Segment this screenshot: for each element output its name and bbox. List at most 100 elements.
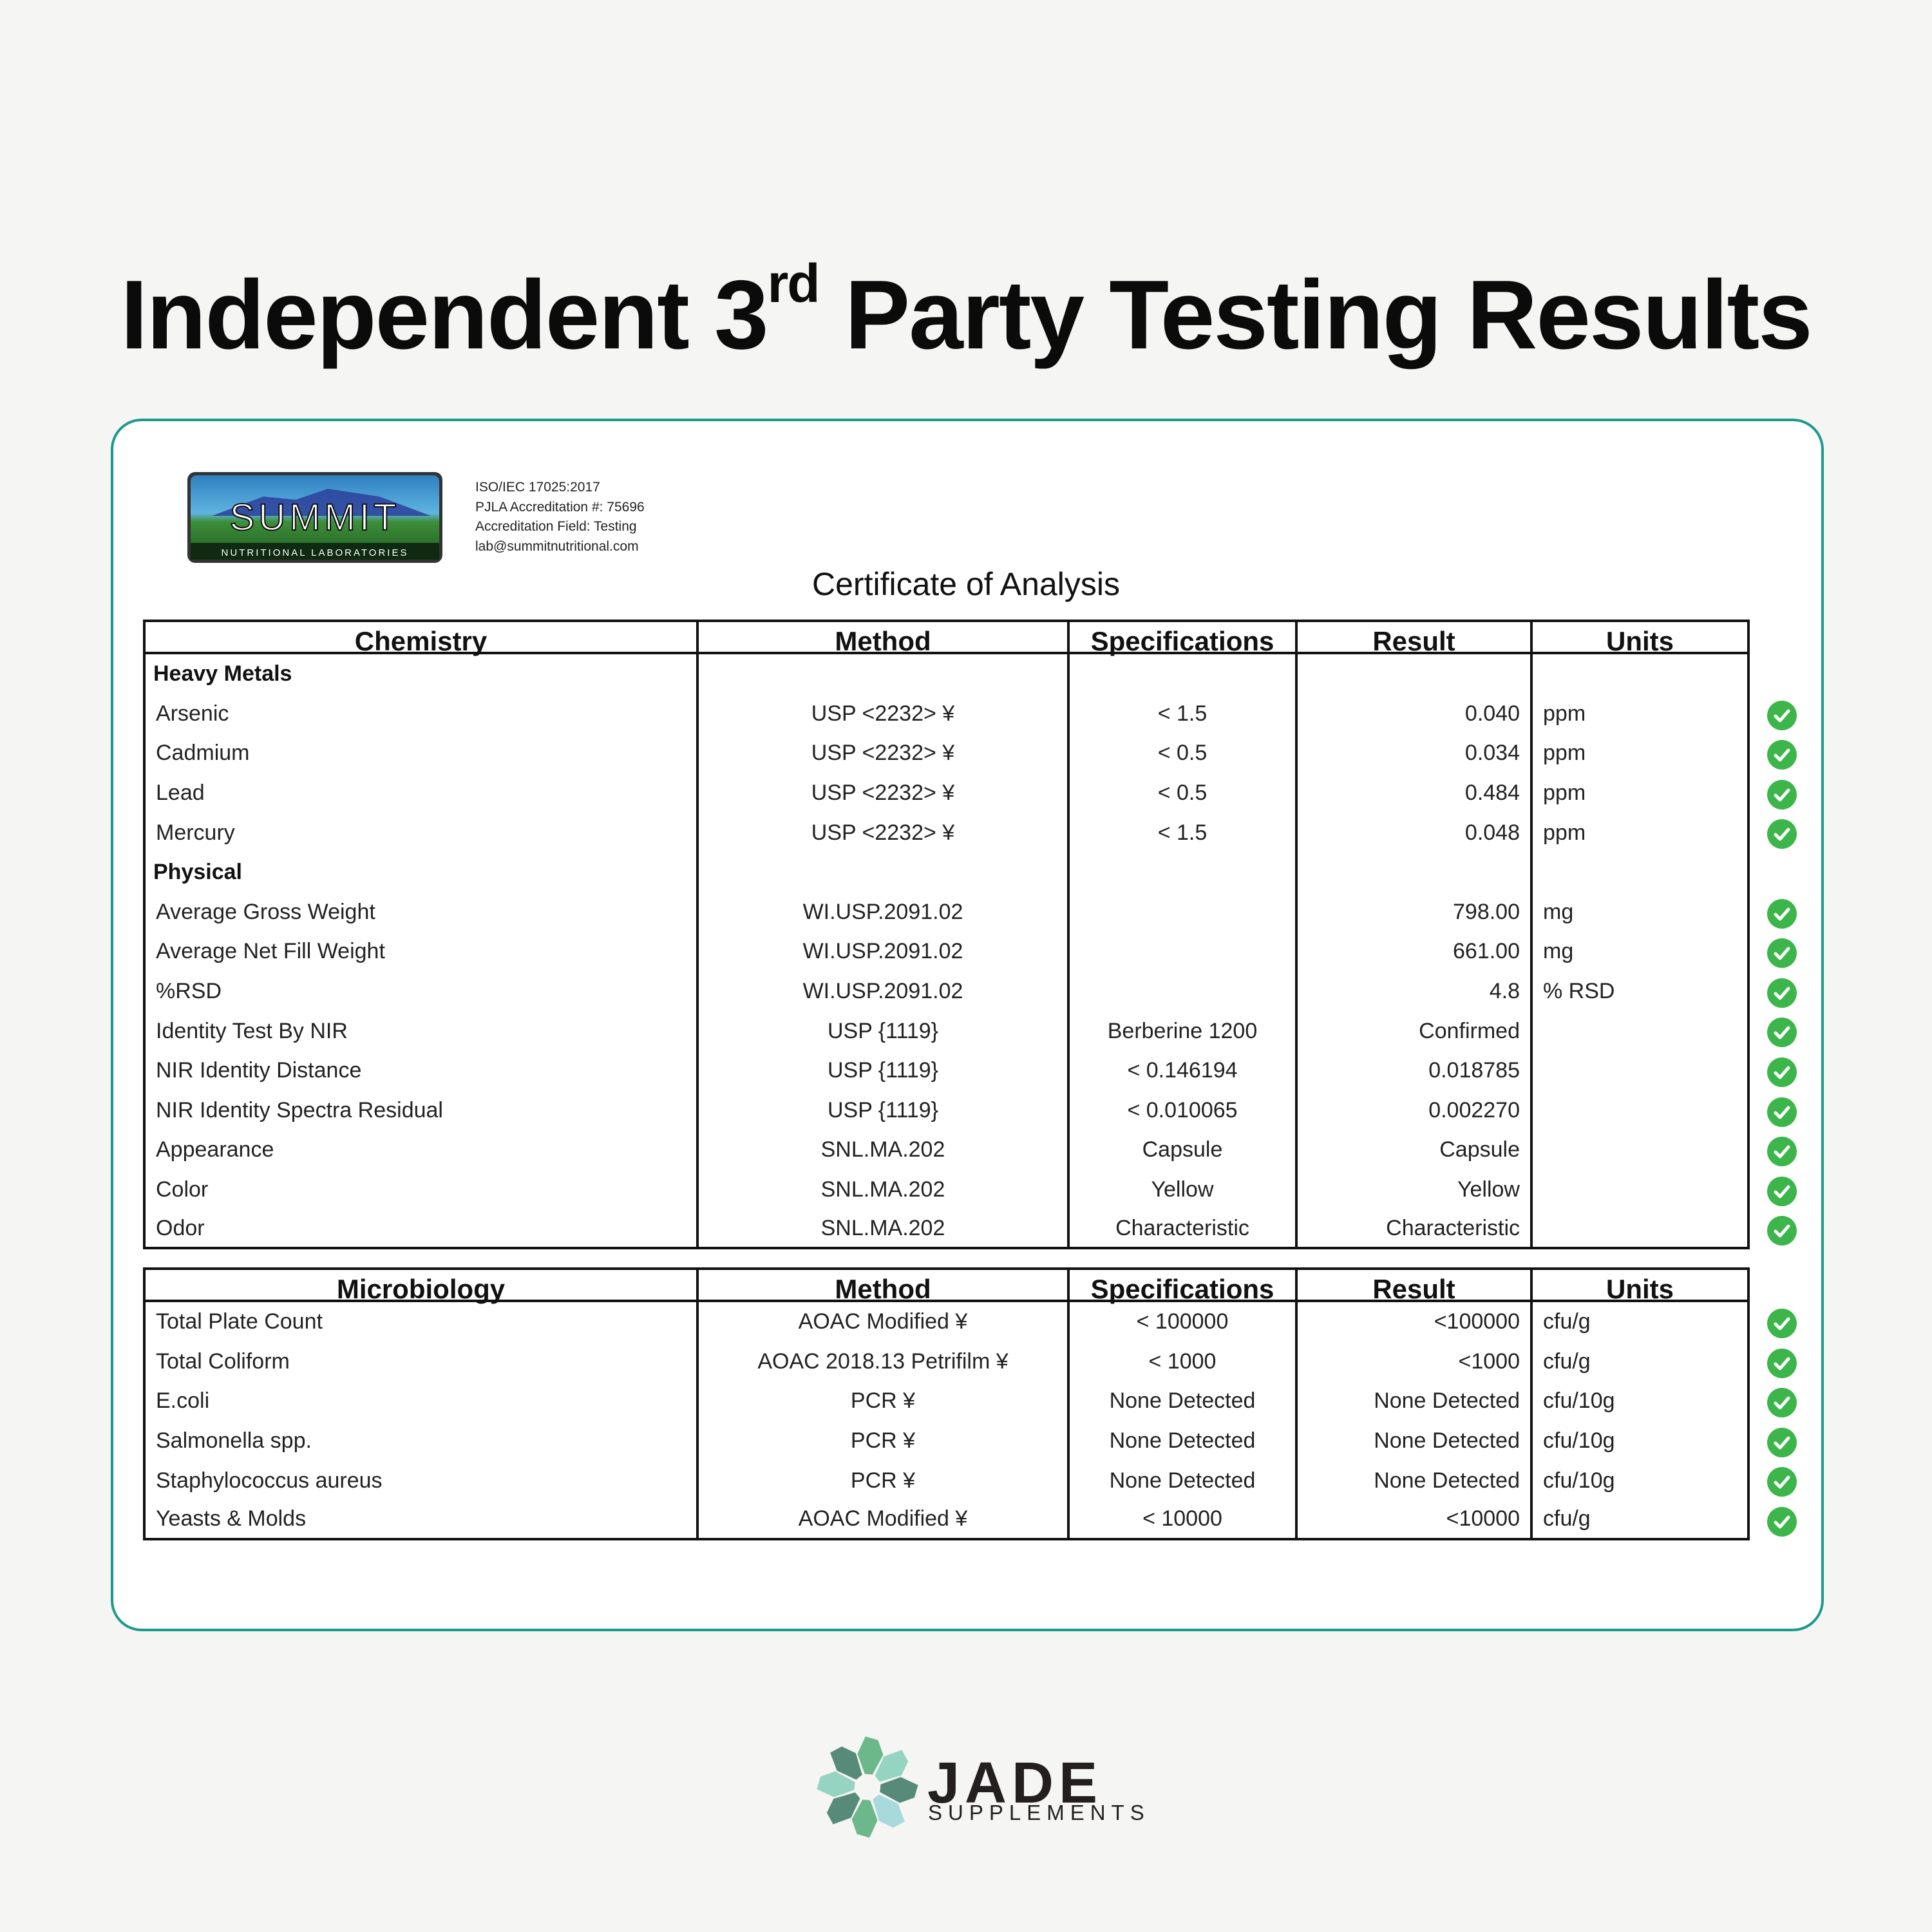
empty-cell xyxy=(1295,654,1530,694)
result-cell: 0.048 xyxy=(1295,813,1530,853)
units-cell: cfu/g xyxy=(1530,1500,1750,1540)
column-header: Chemistry xyxy=(143,622,696,656)
section-row: Physical xyxy=(143,852,1750,893)
result-cell: 0.018785 xyxy=(1295,1050,1530,1091)
spec-cell: < 1.5 xyxy=(1067,813,1295,853)
method-cell: AOAC 2018.13 Petrifilm ¥ xyxy=(696,1341,1067,1382)
table-row: Average Net Fill Weight WI.USP.2091.02 661… xyxy=(143,932,1750,972)
column-header: Specifications xyxy=(1067,1270,1295,1304)
empty-cell xyxy=(1530,654,1750,694)
section-row: Heavy Metals xyxy=(143,654,1750,694)
pass-check-icon xyxy=(1767,938,1797,969)
flower-petal xyxy=(880,1777,918,1803)
units-cell: cfu/10g xyxy=(1530,1421,1750,1461)
units-cell: cfu/10g xyxy=(1530,1381,1750,1421)
flower-petal xyxy=(873,1794,905,1828)
pass-check-icon xyxy=(1767,1467,1797,1497)
result-cell: 0.034 xyxy=(1295,734,1530,773)
spec-cell: < 1000 xyxy=(1067,1341,1295,1382)
units-cell: mg xyxy=(1530,932,1750,972)
table-row: NIR Identity Spectra Residual USP {1119} <… xyxy=(143,1090,1750,1131)
units-cell: cfu/g xyxy=(1530,1302,1750,1342)
spec-cell: Yellow xyxy=(1067,1170,1295,1210)
table-row: Odor SNL.MA.202 Characteristic Characterist… xyxy=(143,1209,1750,1249)
name-cell: E.coli xyxy=(143,1381,696,1421)
units-cell: cfu/g xyxy=(1530,1341,1750,1382)
flower-petal xyxy=(851,1799,878,1838)
svg-text:SUMMIT: SUMMIT xyxy=(230,497,401,538)
method-cell: PCR ¥ xyxy=(696,1381,1067,1421)
result-cell: Characteristic xyxy=(1295,1209,1530,1249)
units-cell: ppm xyxy=(1530,773,1750,813)
method-cell: PCR ¥ xyxy=(696,1461,1067,1501)
result-cell: <10000 xyxy=(1295,1500,1530,1540)
spec-cell xyxy=(1067,971,1295,1012)
empty-cell xyxy=(1295,852,1530,893)
units-cell xyxy=(1530,1011,1750,1051)
result-cell: None Detected xyxy=(1295,1421,1530,1461)
spec-cell: < 10000 xyxy=(1067,1500,1295,1540)
spec-cell xyxy=(1067,892,1295,933)
spec-cell: < 0.146194 xyxy=(1067,1050,1295,1091)
table-row: NIR Identity Distance USP {1119} < 0.14619… xyxy=(143,1050,1750,1091)
method-cell: WI.USP.2091.02 xyxy=(696,971,1067,1012)
svg-text:NUTRITIONAL LABORATORIES: NUTRITIONAL LABORATORIES xyxy=(222,547,409,558)
column-header: Units xyxy=(1530,1270,1750,1304)
method-cell: AOAC Modified ¥ xyxy=(696,1500,1067,1540)
pass-check-icon xyxy=(1767,978,1797,1008)
column-header: Units xyxy=(1530,622,1750,656)
pass-check-icon xyxy=(1767,898,1797,929)
units-cell xyxy=(1530,1050,1750,1091)
name-cell: Yeasts & Molds xyxy=(143,1500,696,1540)
microbiology-table: Microbiology Method Specifications Result Un… xyxy=(143,1267,1750,1540)
name-cell: Lead xyxy=(143,773,696,813)
units-cell: ppm xyxy=(1530,734,1750,773)
table-row: Total Coliform AOAC 2018.13 Petrifilm ¥ < … xyxy=(143,1341,1750,1382)
method-cell: PCR ¥ xyxy=(696,1421,1067,1461)
page-title: Independent 3rd Party Testing Results xyxy=(120,252,1812,370)
name-cell: NIR Identity Spectra Residual xyxy=(143,1090,696,1131)
units-cell: cfu/10g xyxy=(1530,1461,1750,1501)
flower-petal xyxy=(857,1736,884,1775)
pass-check-icon xyxy=(1767,1348,1797,1378)
name-cell: Average Net Fill Weight xyxy=(143,932,696,972)
table-row: Lead USP <2232> ¥ < 0.5 0.484 ppm xyxy=(143,773,1750,813)
method-cell: USP {1119} xyxy=(696,1090,1067,1131)
empty-cell xyxy=(1067,654,1295,694)
pass-check-icon xyxy=(1767,700,1797,730)
pass-check-icon xyxy=(1767,1388,1797,1418)
method-cell: USP {1119} xyxy=(696,1011,1067,1051)
pass-check-icon xyxy=(1767,1427,1797,1457)
method-cell: USP <2232> ¥ xyxy=(696,734,1067,773)
table-row: %RSD WI.USP.2091.02 4.8% RSD xyxy=(143,971,1750,1012)
result-cell: 0.002270 xyxy=(1295,1090,1530,1131)
units-cell xyxy=(1530,1170,1750,1210)
result-cell: Confirmed xyxy=(1295,1011,1530,1051)
column-header: Method xyxy=(696,1270,1067,1304)
spec-cell: None Detected xyxy=(1067,1421,1295,1461)
result-cell: 4.8 xyxy=(1295,971,1530,1012)
result-cell: None Detected xyxy=(1295,1381,1530,1421)
summit-lab-logo: SUMMIT NUTRITIONAL LABORATORIES xyxy=(187,472,442,563)
method-cell: WI.USP.2091.02 xyxy=(696,892,1067,933)
result-cell: 0.484 xyxy=(1295,773,1530,813)
method-cell: SNL.MA.202 xyxy=(696,1130,1067,1170)
result-cell: 661.00 xyxy=(1295,932,1530,972)
table-header: Chemistry Method Specifications Result Units xyxy=(143,620,1750,656)
name-cell: Arsenic xyxy=(143,694,696,734)
name-cell: Cadmium xyxy=(143,734,696,773)
name-cell: Odor xyxy=(143,1209,696,1249)
pass-check-icon xyxy=(1767,1097,1797,1127)
result-cell: Yellow xyxy=(1295,1170,1530,1210)
section-label: Heavy Metals xyxy=(143,654,696,694)
empty-cell xyxy=(696,852,1067,893)
name-cell: Color xyxy=(143,1170,696,1210)
flower-petal xyxy=(830,1746,862,1780)
spec-cell: < 0.5 xyxy=(1067,734,1295,773)
column-header: Result xyxy=(1295,1270,1530,1304)
table-row: Color SNL.MA.202 Yellow Yellow xyxy=(143,1170,1750,1210)
empty-cell xyxy=(696,654,1067,694)
jade-flower-logo xyxy=(817,1736,918,1838)
method-cell: SNL.MA.202 xyxy=(696,1209,1067,1249)
flower-petal xyxy=(826,1792,860,1824)
